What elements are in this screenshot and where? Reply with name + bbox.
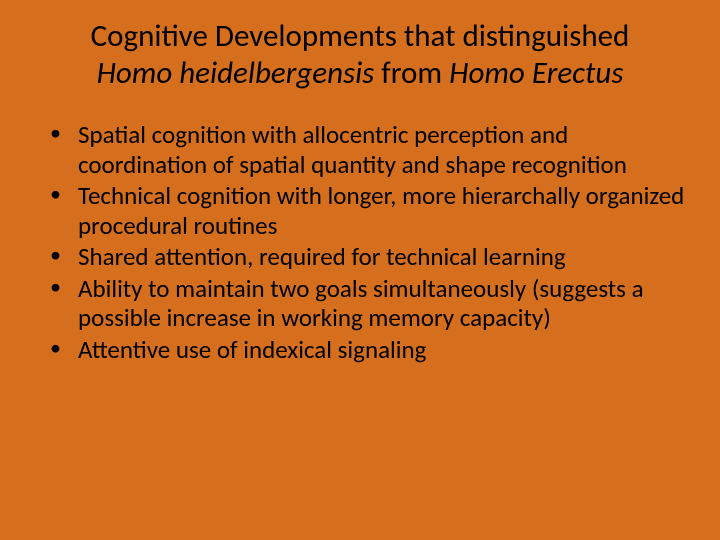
list-item: Ability to maintain two goals simultaneo… [50, 274, 688, 333]
bullet-text: Ability to maintain two goals simultaneo… [78, 273, 644, 334]
bullet-text: Shared attention, required for technical… [78, 241, 566, 272]
slide-title: Cognitive Developments that distinguishe… [32, 18, 688, 92]
list-item: Technical cognition with longer, more hi… [50, 181, 688, 240]
list-item: Spatial cognition with allocentric perce… [50, 120, 688, 179]
title-species1: Homo heidelbergensis [97, 54, 375, 92]
title-mid: from [374, 54, 449, 92]
bullet-text: Attentive use of indexical signaling [78, 334, 426, 365]
title-line1: Cognitive Developments that distinguishe… [91, 17, 630, 55]
title-species2: Homo Erectus [449, 54, 623, 92]
bullet-text: Technical cognition with longer, more hi… [78, 180, 684, 241]
bullet-text: Spatial cognition with allocentric perce… [78, 119, 627, 180]
list-item: Shared attention, required for technical… [50, 242, 688, 272]
bullet-list: Spatial cognition with allocentric perce… [32, 120, 688, 364]
list-item: Attentive use of indexical signaling [50, 335, 688, 365]
